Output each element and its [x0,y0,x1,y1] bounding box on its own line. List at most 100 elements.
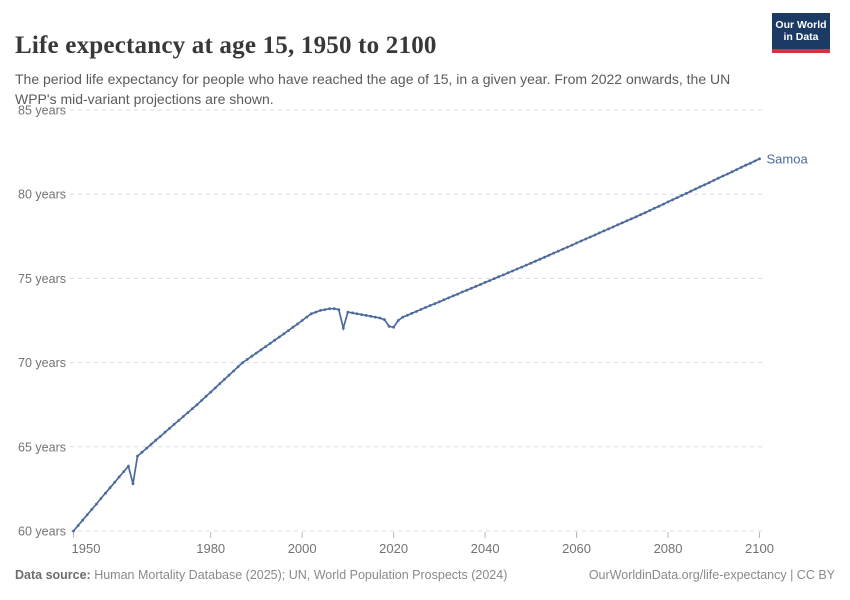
data-point-1984[interactable] [227,373,231,377]
data-point-2010[interactable] [346,310,350,314]
data-point-2003[interactable] [314,310,318,314]
data-point-2012[interactable] [355,312,359,316]
data-point-1979[interactable] [204,394,208,398]
data-point-2087[interactable] [698,185,702,189]
data-point-1999[interactable] [296,322,299,326]
data-point-1996[interactable] [282,332,286,336]
data-point-2100[interactable] [758,157,761,161]
data-point-1989[interactable] [250,354,254,358]
data-point-2032[interactable] [447,296,450,300]
data-point-1982[interactable] [218,382,222,385]
data-point-2022[interactable] [401,315,405,319]
data-point-1962[interactable] [126,464,130,468]
data-point-2059[interactable] [570,243,574,247]
data-point-1998[interactable] [291,325,295,329]
data-point-2024[interactable] [410,311,414,315]
data-point-1958[interactable] [108,486,112,490]
data-point-2006[interactable] [328,307,331,311]
data-point-2073[interactable] [634,215,638,219]
data-point-2021[interactable] [396,319,400,322]
data-point-1977[interactable] [195,403,199,407]
data-point-1968[interactable] [154,438,158,442]
data-point-2097[interactable] [744,163,748,167]
data-point-2050[interactable] [529,261,533,265]
data-point-2061[interactable] [579,239,583,243]
series-samoa[interactable] [72,157,761,533]
data-point-1987[interactable] [241,361,245,364]
data-point-2020[interactable] [392,325,395,329]
data-point-2091[interactable] [716,176,720,180]
data-point-2027[interactable] [424,306,427,309]
data-point-1990[interactable] [255,351,258,355]
data-point-2072[interactable] [630,217,633,221]
data-point-1995[interactable] [277,335,281,339]
data-point-2053[interactable] [543,255,546,259]
data-point-2055[interactable] [552,251,556,255]
data-point-2071[interactable] [625,219,629,223]
data-point-1971[interactable] [168,427,171,430]
data-point-1981[interactable] [213,386,217,390]
data-point-2066[interactable] [602,229,606,233]
data-point-2038[interactable] [474,284,478,288]
data-point-2051[interactable] [534,259,537,263]
data-point-1953[interactable] [85,513,89,517]
data-point-2063[interactable] [588,235,592,239]
data-point-2045[interactable] [506,271,510,275]
data-point-2078[interactable] [657,204,661,208]
data-point-2036[interactable] [465,288,469,292]
data-point-2004[interactable] [319,309,322,312]
data-point-2043[interactable] [497,275,501,279]
data-point-2031[interactable] [442,298,446,302]
data-point-2029[interactable] [433,302,437,306]
data-point-1964[interactable] [136,454,139,458]
data-point-1956[interactable] [99,497,103,500]
data-point-2056[interactable] [556,249,560,253]
data-point-2084[interactable] [684,192,688,195]
data-point-1955[interactable] [95,502,98,506]
data-point-2030[interactable] [438,300,441,304]
data-point-2002[interactable] [309,312,313,316]
data-point-1957[interactable] [104,491,107,495]
data-point-2083[interactable] [680,194,684,197]
data-point-2086[interactable] [694,187,697,191]
data-point-1975[interactable] [186,411,190,414]
data-point-1951[interactable] [76,524,80,527]
data-point-2007[interactable] [332,307,336,311]
data-point-2039[interactable] [479,283,482,286]
data-point-1992[interactable] [264,345,267,348]
data-point-2017[interactable] [378,316,382,320]
data-point-2095[interactable] [735,168,738,172]
data-point-2089[interactable] [707,181,711,185]
data-point-2041[interactable] [488,279,492,282]
data-point-2037[interactable] [470,286,473,290]
data-point-2018[interactable] [383,318,386,322]
data-point-1959[interactable] [113,480,117,484]
data-point-2081[interactable] [671,198,674,202]
data-point-1967[interactable] [149,442,153,446]
data-point-2023[interactable] [406,313,409,317]
data-point-1963[interactable] [131,482,135,486]
data-point-1954[interactable] [90,508,94,511]
data-point-2000[interactable] [300,319,304,322]
data-point-2080[interactable] [666,200,670,204]
data-point-2090[interactable] [712,179,716,182]
data-point-2011[interactable] [351,311,354,315]
data-point-1978[interactable] [200,399,204,402]
data-point-2026[interactable] [419,308,423,311]
data-point-2074[interactable] [639,213,642,217]
data-point-2046[interactable] [511,269,514,273]
data-point-2067[interactable] [607,227,610,231]
data-point-2019[interactable] [387,325,391,328]
data-point-2088[interactable] [703,183,706,187]
data-point-2014[interactable] [364,314,368,317]
data-point-2096[interactable] [739,166,743,169]
data-point-1970[interactable] [163,430,167,434]
data-point-2040[interactable] [483,281,487,284]
data-point-2057[interactable] [561,247,565,251]
data-point-2070[interactable] [620,221,624,225]
data-point-2016[interactable] [373,315,377,319]
data-point-2047[interactable] [515,267,519,271]
data-point-1980[interactable] [209,390,213,394]
data-point-2035[interactable] [460,290,464,294]
data-point-1952[interactable] [81,518,84,522]
